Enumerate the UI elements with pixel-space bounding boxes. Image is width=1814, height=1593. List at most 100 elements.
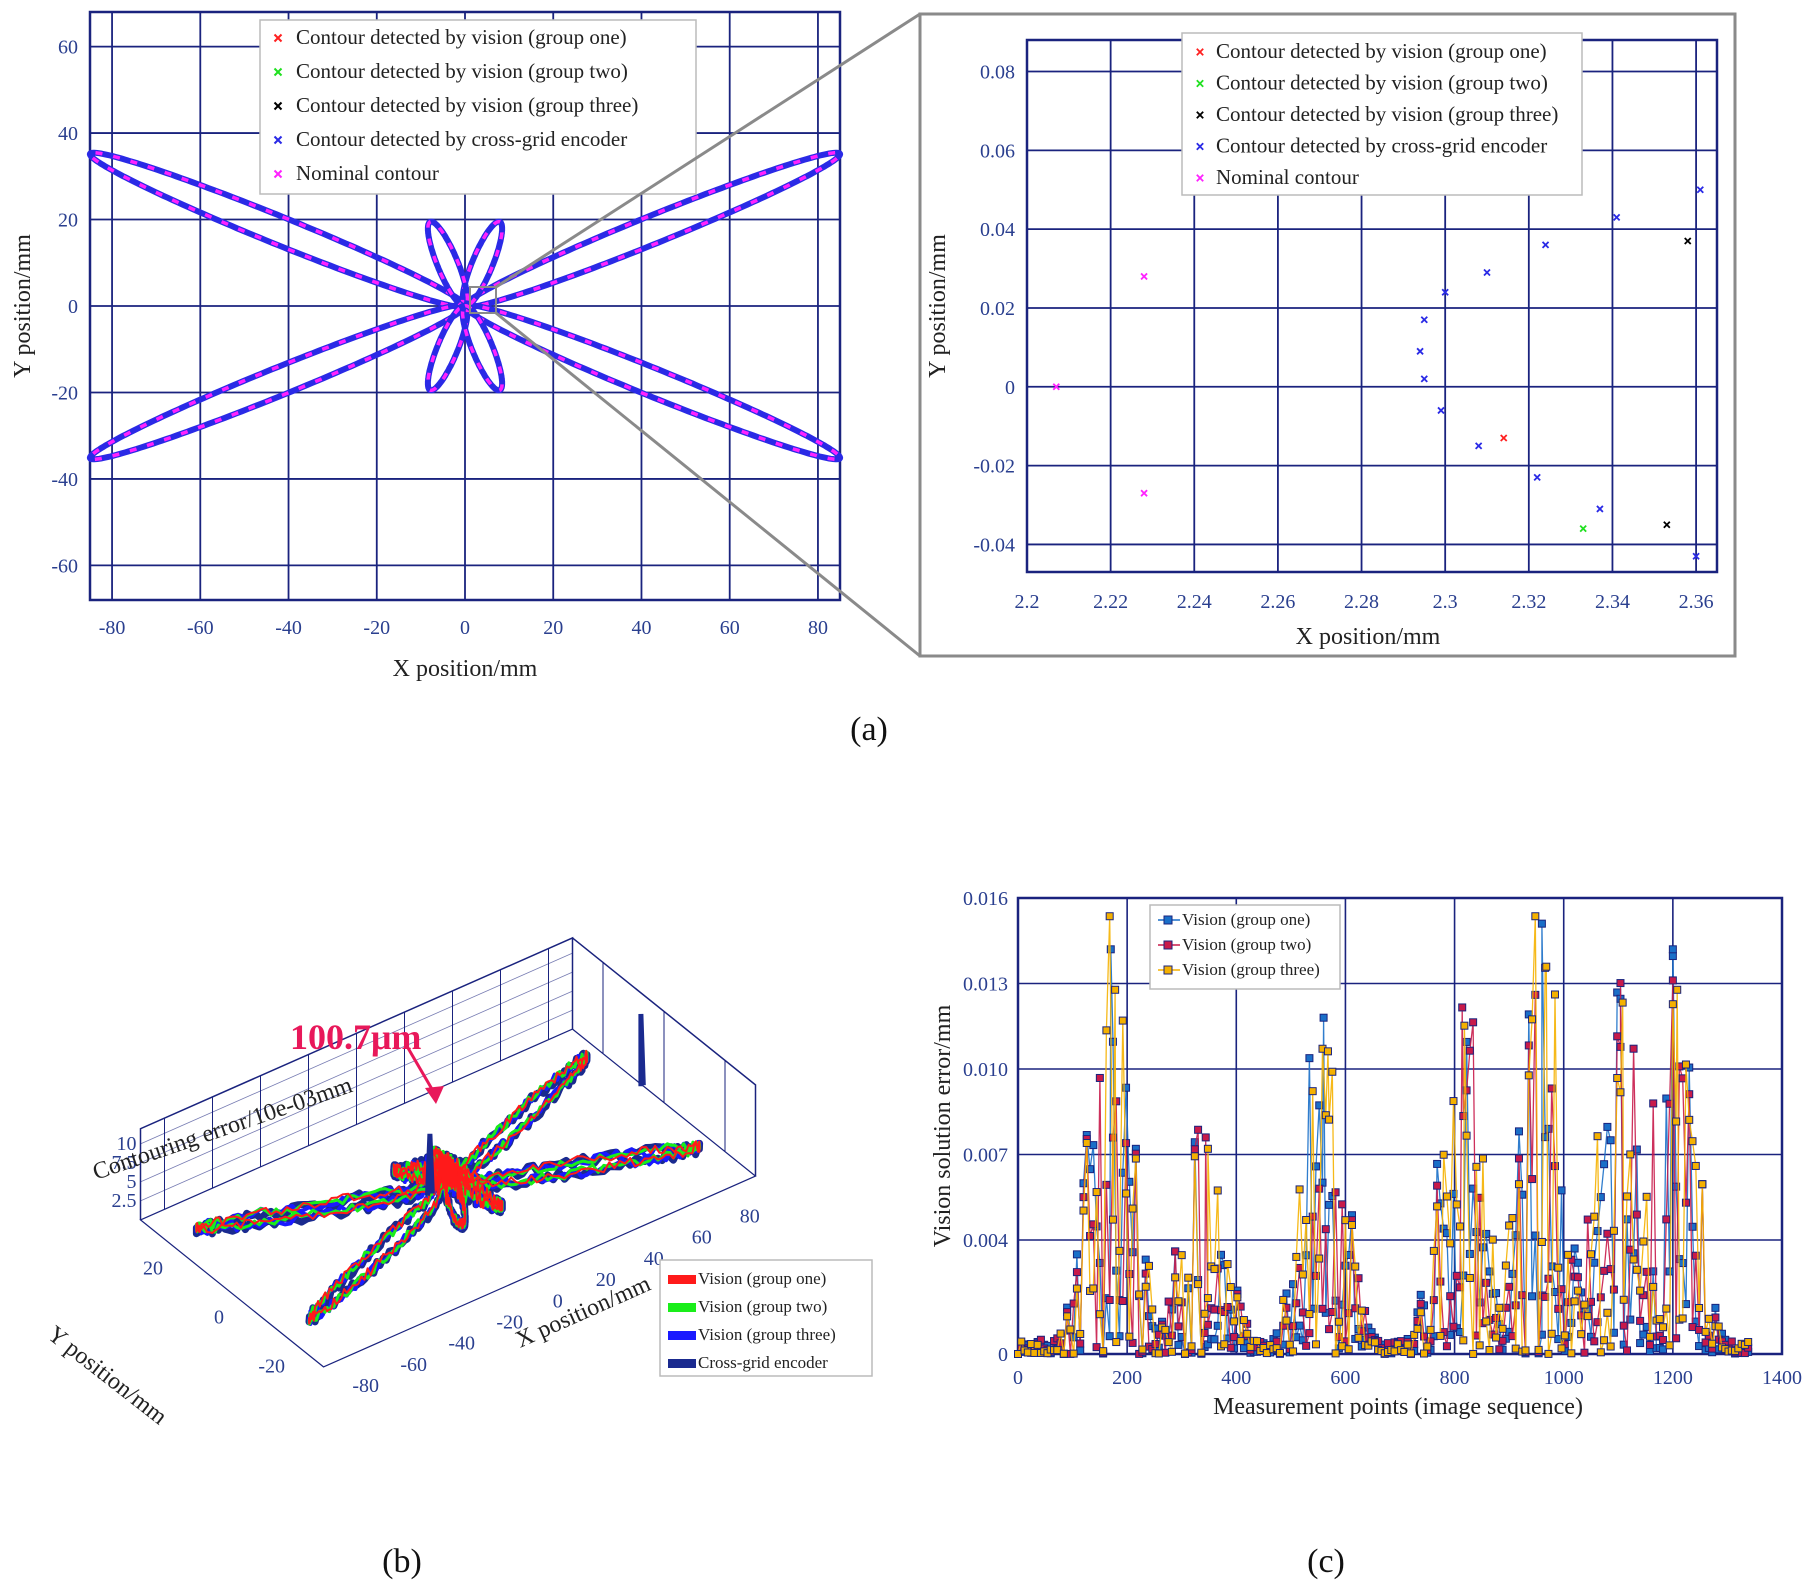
panel-c-data-point [1203,1320,1212,1329]
panel-c-data-point [1695,1342,1704,1351]
panel-c-y-label: Vision solution error/mm [930,1004,956,1247]
panel-a-x-tick-label: 60 [720,617,740,639]
panel-b-legend-swatch [668,1303,696,1312]
panel-b-trace [308,1157,450,1325]
panel-c-data-point [1095,1258,1104,1267]
panel-a-zoom-point [1437,406,1445,415]
panel-c-y-tick-label: 0.007 [963,1145,1008,1167]
panel-c-data-point [1347,1220,1356,1229]
panel-c-data-point [1456,1222,1465,1231]
panel-c-data-point [1292,1299,1301,1308]
panel-c-data-point [1128,1204,1137,1213]
panel-c-data-point [1564,1250,1573,1259]
panel-c-data-point [1403,1340,1412,1349]
panel-c-data-point [1400,1347,1409,1356]
panel-c-data-point [1544,1349,1553,1358]
panel-c-data-point [1567,1349,1576,1358]
panel-c-x-tick-label: 400 [1221,1367,1251,1389]
panel-c-data-point [1714,1322,1723,1331]
panel-c-data-point [1253,1337,1262,1346]
panel-c-data-point [1105,1295,1114,1304]
panel-c-data-point [1603,1122,1612,1131]
panel-b-x-label: X position/mm [512,1271,655,1354]
panel-c-data-point [1095,1073,1104,1082]
panel-c-data-point [1567,1318,1576,1327]
panel-c-data-point [1665,1099,1674,1108]
panel-c-data-point [1531,1231,1540,1240]
panel-c-data-point [1027,1340,1036,1349]
panel-c-y-tick-label: 0.010 [963,1059,1008,1081]
panel-c-data-point [1383,1339,1392,1348]
panel-a-legend-marker [273,169,283,179]
panel-c-data-point [1341,1261,1350,1270]
panel-c-data-point [1082,1138,1091,1147]
panel-c-data-point [1580,1348,1589,1357]
panel-c-data-point [1511,1301,1520,1310]
peak-annotation: 100.7μm [290,1017,421,1057]
panel-a-legend-label: Nominal contour [296,161,439,185]
panel-c-data-point [1469,1018,1478,1027]
panel-c-data-point [1112,1097,1121,1106]
panel-c-data-point [1593,1318,1602,1327]
panel-c-data-point [1482,1278,1491,1287]
panel-c-data-point [1433,1181,1442,1190]
panel-c-data-point [1174,1340,1183,1349]
panel-c-data-point [1233,1293,1242,1302]
panel-c-data-point [1672,1182,1681,1191]
panel-c-data-point [1603,1229,1612,1238]
panel-c-data-point [1649,1282,1658,1291]
panel-c-data-point [1072,1284,1081,1293]
panel-a-zoom-point [1441,288,1449,296]
panel-c-data-point [1328,1307,1337,1316]
panel-c-x-tick-label: 1200 [1653,1367,1693,1389]
panel-c-data-point [1200,1309,1209,1318]
panel-c-data-point [1446,1239,1455,1248]
panel-c-data-point [1089,1220,1098,1229]
panel-c-data-point [1429,1246,1438,1255]
panel-b-z-tick-label: 5 [127,1171,137,1193]
panel-c-data-point [1701,1327,1710,1336]
panel-c-data-point [1076,1339,1085,1348]
panel-c-data-point [1524,1071,1533,1080]
panel-c-data-point [1623,1192,1632,1201]
panel-c-data-point [1606,1136,1615,1145]
panel-c-data-point [1708,1339,1717,1348]
panel-a-zoom-legend: Contour detected by vision (group one) Co… [1181,32,1583,196]
panel-c-data-point [1190,1145,1199,1154]
panel-c-data-point [1587,1250,1595,1259]
panel-c-data-point [1194,1280,1203,1289]
panel-c-data-point [1272,1337,1281,1346]
panel-c-data-point [1668,945,1677,954]
panel-a-zoom-legend-box [1181,32,1583,196]
panel-c-data-point [1596,1348,1605,1357]
panel-a-zoom-x-tick-label: 2.2 [1015,591,1040,613]
panel-c-data-point [1449,1322,1458,1331]
panel-a-legend-label: Contour detected by vision (group three) [296,93,638,117]
panel-c-data-point [1108,1133,1117,1142]
panel-a-y-label: Y position/mm [10,234,36,378]
panel-b-legend-label: Cross-grid encoder [698,1353,828,1372]
panel-c-data-point [1406,1349,1415,1358]
panel-c-data-point [1095,1310,1104,1319]
panel-c-data-point [1164,1297,1173,1306]
panel-c-data-point [1590,1212,1599,1221]
panel-c-data-point [1144,1261,1153,1270]
panel-b-peak-spike [425,1133,435,1196]
panel-c-data-point [1433,1159,1442,1168]
panel-c-data-point [1370,1338,1379,1347]
panel-a-legend-marker [273,101,283,111]
panel-c-data-point [1308,1087,1317,1096]
panel-a-zoom-point [1696,186,1704,194]
panel-c-legend-label: Vision (group two) [1182,935,1311,954]
panel-c-data-point [1623,1215,1632,1224]
panel-a-zoom-x-label: X position/mm [1296,624,1441,650]
panel-c-data-point [1495,1345,1504,1354]
panel-c-data-point [1315,1254,1324,1263]
panel-c-data-point [1514,1180,1523,1189]
panel-c-data-point [1501,1261,1510,1270]
panel-c-data-point [1275,1349,1284,1358]
panel-c-data-point [1302,1341,1311,1350]
panel-c-data-point [1449,1097,1458,1106]
panel-c-data-point [1279,1295,1288,1304]
panel-label-a: (a) [850,711,888,748]
